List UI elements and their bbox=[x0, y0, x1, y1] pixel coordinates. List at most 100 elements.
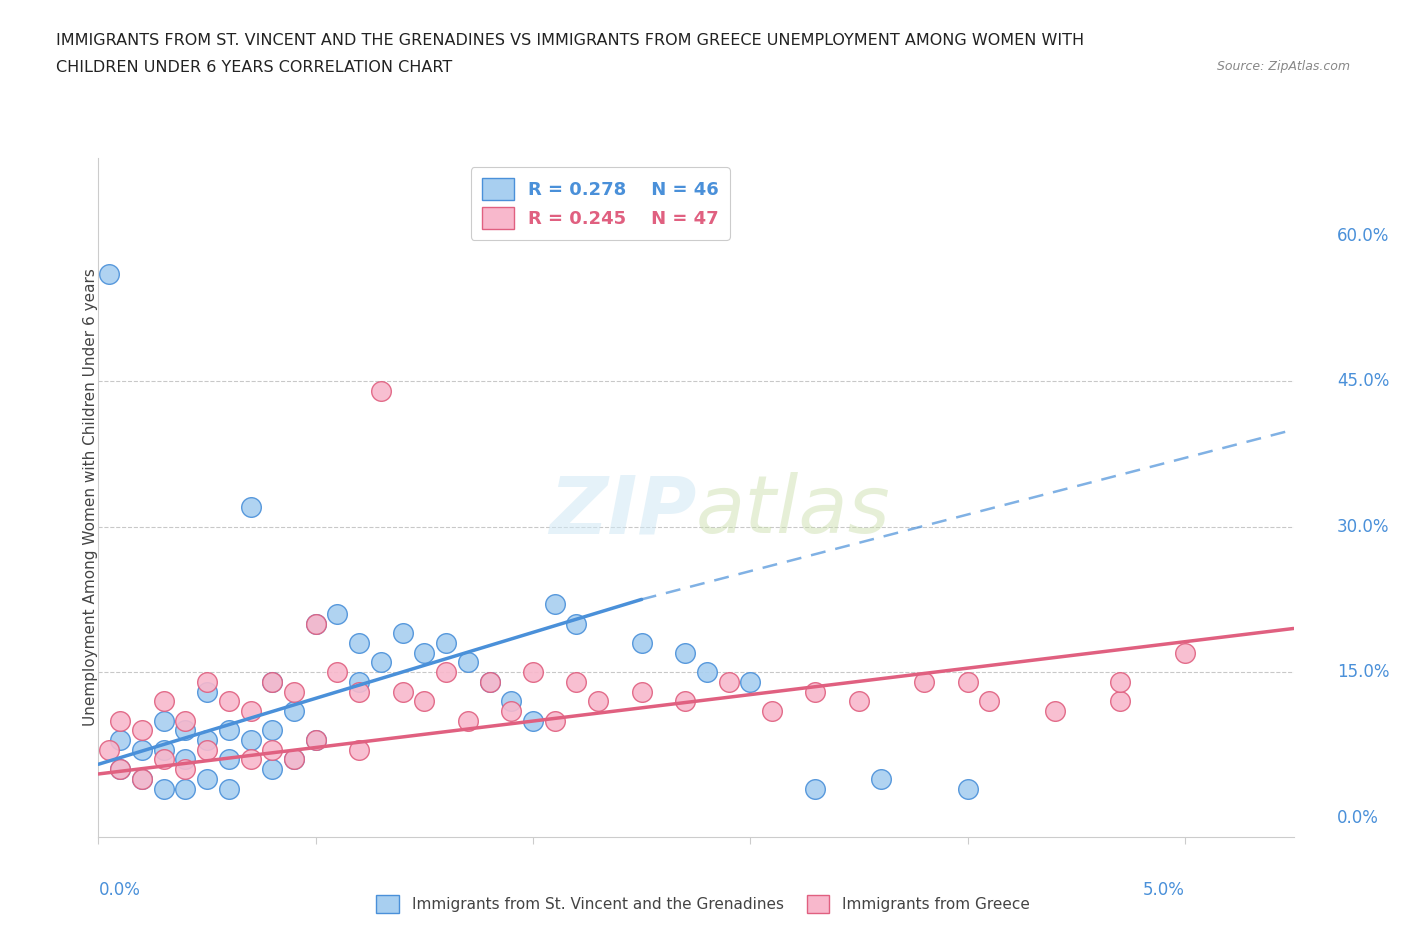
Point bbox=[174, 762, 197, 777]
Point bbox=[413, 694, 436, 709]
Point bbox=[478, 674, 501, 689]
Point bbox=[586, 694, 609, 709]
Point bbox=[434, 665, 457, 680]
Point bbox=[131, 771, 153, 786]
Text: 5.0%: 5.0% bbox=[1143, 881, 1185, 898]
Point bbox=[218, 752, 240, 767]
Point bbox=[544, 713, 567, 728]
Point bbox=[457, 713, 479, 728]
Point bbox=[239, 499, 262, 514]
Point bbox=[174, 713, 197, 728]
Text: 15.0%: 15.0% bbox=[1337, 663, 1389, 681]
Point bbox=[347, 742, 370, 757]
Point bbox=[195, 733, 218, 748]
Point bbox=[370, 383, 392, 398]
Point bbox=[696, 665, 718, 680]
Point bbox=[239, 752, 262, 767]
Point bbox=[218, 781, 240, 796]
Point bbox=[673, 645, 696, 660]
Point bbox=[131, 771, 153, 786]
Point bbox=[413, 645, 436, 660]
Point bbox=[262, 762, 284, 777]
Point bbox=[174, 752, 197, 767]
Point bbox=[239, 733, 262, 748]
Point bbox=[1043, 703, 1066, 718]
Point bbox=[262, 674, 284, 689]
Point bbox=[1174, 645, 1197, 660]
Text: atlas: atlas bbox=[696, 472, 891, 551]
Point bbox=[262, 742, 284, 757]
Point bbox=[262, 674, 284, 689]
Point bbox=[673, 694, 696, 709]
Point bbox=[347, 684, 370, 699]
Point bbox=[869, 771, 891, 786]
Legend: Immigrants from St. Vincent and the Grenadines, Immigrants from Greece: Immigrants from St. Vincent and the Gren… bbox=[377, 895, 1029, 913]
Point bbox=[391, 684, 413, 699]
Point bbox=[956, 781, 979, 796]
Point bbox=[347, 635, 370, 650]
Point bbox=[195, 771, 218, 786]
Legend: R = 0.278    N = 46, R = 0.245    N = 47: R = 0.278 N = 46, R = 0.245 N = 47 bbox=[471, 167, 730, 240]
Point bbox=[195, 742, 218, 757]
Point bbox=[391, 626, 413, 641]
Point bbox=[630, 684, 652, 699]
Point bbox=[347, 674, 370, 689]
Point bbox=[305, 733, 328, 748]
Point bbox=[522, 713, 544, 728]
Point bbox=[131, 723, 153, 737]
Point bbox=[305, 617, 328, 631]
Text: 0.0%: 0.0% bbox=[1337, 808, 1379, 827]
Point bbox=[98, 742, 121, 757]
Point bbox=[108, 762, 131, 777]
Point bbox=[740, 674, 762, 689]
Point bbox=[195, 674, 218, 689]
Point bbox=[1108, 694, 1130, 709]
Text: 60.0%: 60.0% bbox=[1337, 227, 1389, 245]
Point bbox=[152, 742, 174, 757]
Point bbox=[457, 655, 479, 670]
Point bbox=[283, 684, 305, 699]
Point bbox=[434, 635, 457, 650]
Point bbox=[478, 674, 501, 689]
Point bbox=[283, 752, 305, 767]
Point bbox=[565, 617, 588, 631]
Point bbox=[218, 694, 240, 709]
Text: ZIP: ZIP bbox=[548, 472, 696, 551]
Point bbox=[108, 713, 131, 728]
Point bbox=[848, 694, 870, 709]
Point bbox=[283, 703, 305, 718]
Point bbox=[195, 684, 218, 699]
Point bbox=[108, 762, 131, 777]
Point bbox=[544, 597, 567, 612]
Point bbox=[370, 655, 392, 670]
Point bbox=[152, 713, 174, 728]
Point bbox=[630, 635, 652, 650]
Point bbox=[152, 781, 174, 796]
Point bbox=[979, 694, 1001, 709]
Point bbox=[262, 723, 284, 737]
Point bbox=[305, 733, 328, 748]
Point bbox=[501, 694, 523, 709]
Point bbox=[218, 723, 240, 737]
Point bbox=[283, 752, 305, 767]
Point bbox=[761, 703, 783, 718]
Point bbox=[326, 606, 349, 621]
Point bbox=[501, 703, 523, 718]
Point bbox=[912, 674, 935, 689]
Y-axis label: Unemployment Among Women with Children Under 6 years: Unemployment Among Women with Children U… bbox=[83, 269, 97, 726]
Text: 45.0%: 45.0% bbox=[1337, 372, 1389, 391]
Text: CHILDREN UNDER 6 YEARS CORRELATION CHART: CHILDREN UNDER 6 YEARS CORRELATION CHART bbox=[56, 60, 453, 75]
Point bbox=[326, 665, 349, 680]
Point bbox=[131, 742, 153, 757]
Point bbox=[1108, 674, 1130, 689]
Point bbox=[717, 674, 740, 689]
Text: 30.0%: 30.0% bbox=[1337, 518, 1389, 536]
Point bbox=[98, 267, 121, 282]
Point bbox=[804, 684, 827, 699]
Point bbox=[108, 733, 131, 748]
Point bbox=[174, 723, 197, 737]
Point bbox=[804, 781, 827, 796]
Point bbox=[174, 781, 197, 796]
Point bbox=[152, 752, 174, 767]
Point bbox=[565, 674, 588, 689]
